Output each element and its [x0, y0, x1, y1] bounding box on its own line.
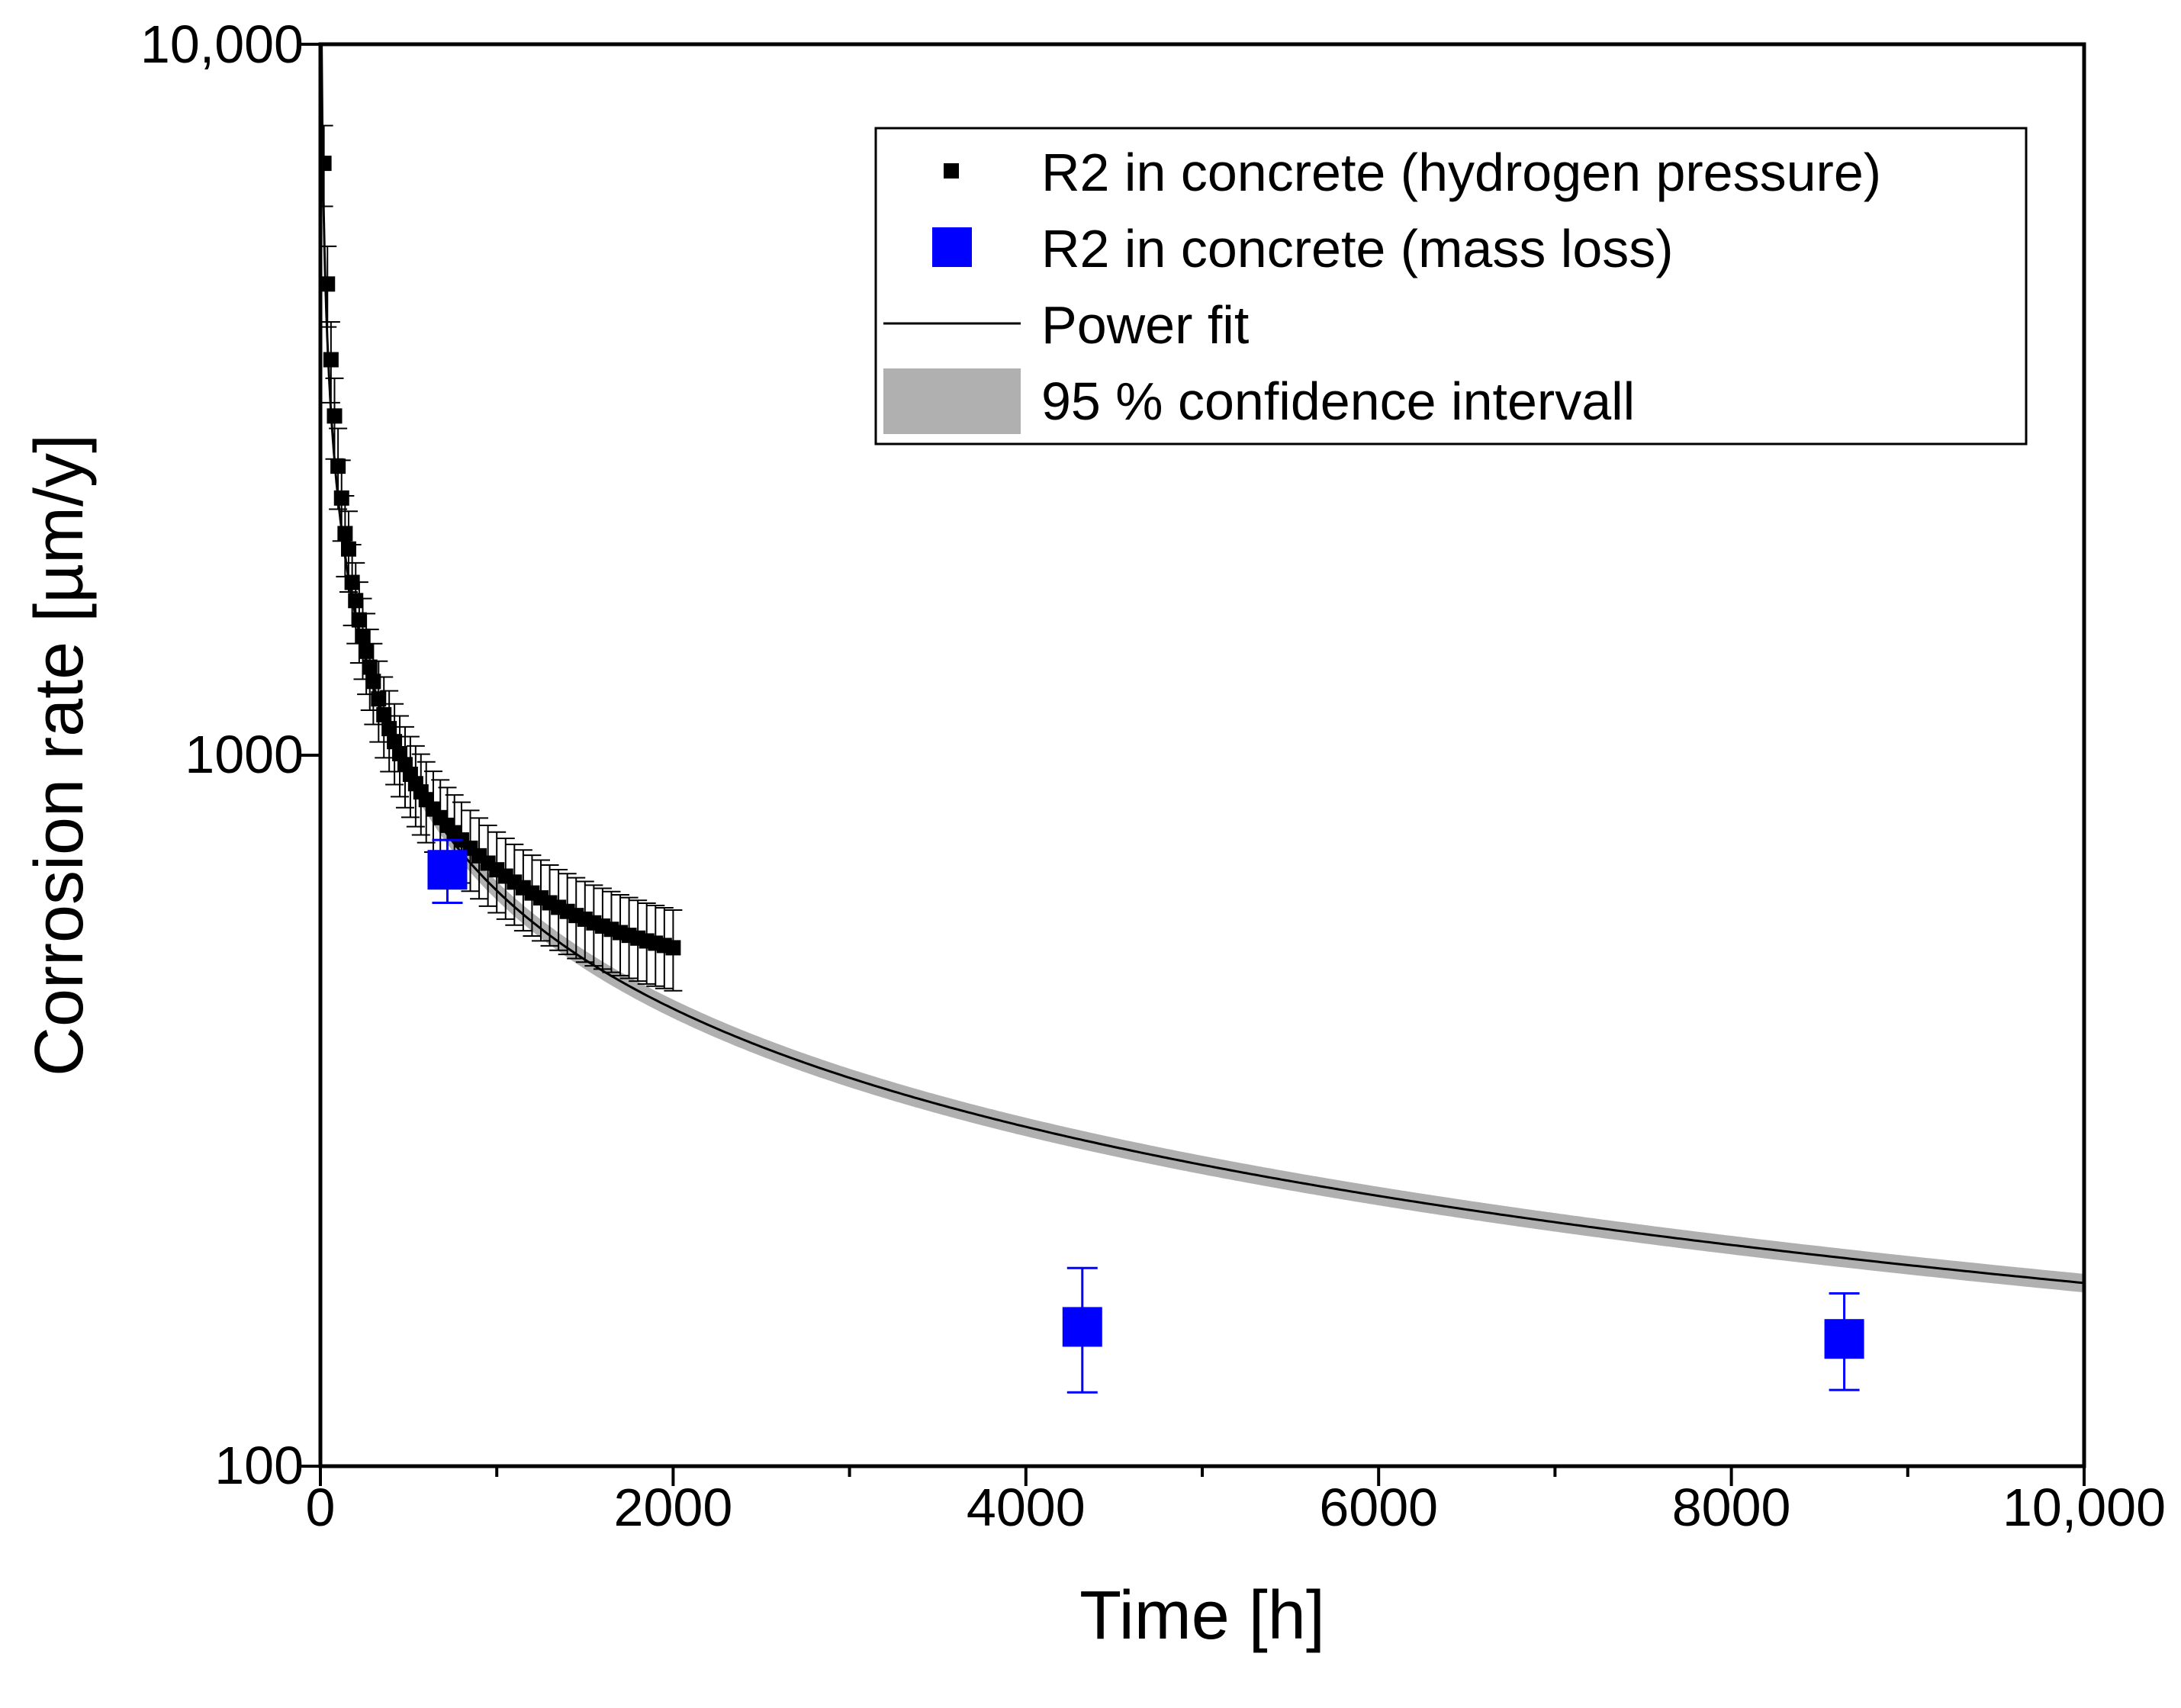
hydrogen-point	[327, 408, 343, 424]
hydrogen-point	[323, 352, 339, 368]
hydrogen-point	[665, 940, 681, 956]
x-tick-labels: 0 2000 4000 6000 8000 10,000	[306, 1478, 2167, 1537]
hydrogen-pressure-series	[320, 124, 683, 992]
y-tick-label: 100	[214, 1436, 304, 1495]
legend-box	[874, 127, 2028, 445]
legend-band-swatch	[883, 368, 1021, 434]
legend-mass-loss-marker	[932, 227, 972, 267]
y-axis-title: Corrosion rate [µm/y]	[21, 434, 98, 1076]
mass-loss-point	[427, 850, 468, 890]
hydrogen-point	[348, 593, 364, 609]
y-tick-labels: 100 1000 10,000	[140, 14, 304, 1495]
y-tick-label: 10,000	[140, 14, 304, 74]
x-tick-label: 8000	[1672, 1478, 1791, 1537]
mass-loss-point	[1824, 1319, 1864, 1359]
mass-loss-series	[427, 838, 1864, 1394]
legend-label: Power fit	[1041, 295, 1249, 355]
x-tick-label: 4000	[967, 1478, 1086, 1537]
hydrogen-point	[387, 734, 403, 750]
legend-label: R2 in concrete (mass loss)	[1041, 219, 1674, 278]
legend-hydrogen-marker	[944, 163, 959, 179]
hydrogen-point	[381, 721, 397, 737]
hydrogen-point	[320, 276, 336, 292]
x-tick-label: 10,000	[2002, 1478, 2166, 1537]
axis-ticks	[301, 43, 2086, 1486]
x-tick-label: 6000	[1319, 1478, 1438, 1537]
hydrogen-point	[351, 612, 367, 628]
hydrogen-point	[371, 691, 387, 707]
hydrogen-point	[359, 643, 375, 659]
x-tick-label: 0	[306, 1478, 336, 1537]
mass-loss-point	[1062, 1307, 1102, 1347]
hydrogen-point	[376, 706, 392, 722]
legend-label: R2 in concrete (hydrogen pressure)	[1041, 143, 1881, 202]
legend-label: 95 % confidence intervall	[1041, 372, 1635, 431]
hydrogen-point	[337, 526, 353, 542]
legend: R2 in concrete (hydrogen pressure) R2 in…	[874, 127, 2028, 445]
hydrogen-point	[340, 541, 356, 557]
y-tick-label: 1000	[185, 725, 304, 784]
hydrogen-point	[355, 629, 371, 645]
x-tick-label: 2000	[614, 1478, 733, 1537]
x-axis-title: Time [h]	[1079, 1578, 1325, 1654]
hydrogen-point	[333, 490, 349, 506]
hydrogen-point	[320, 156, 332, 172]
